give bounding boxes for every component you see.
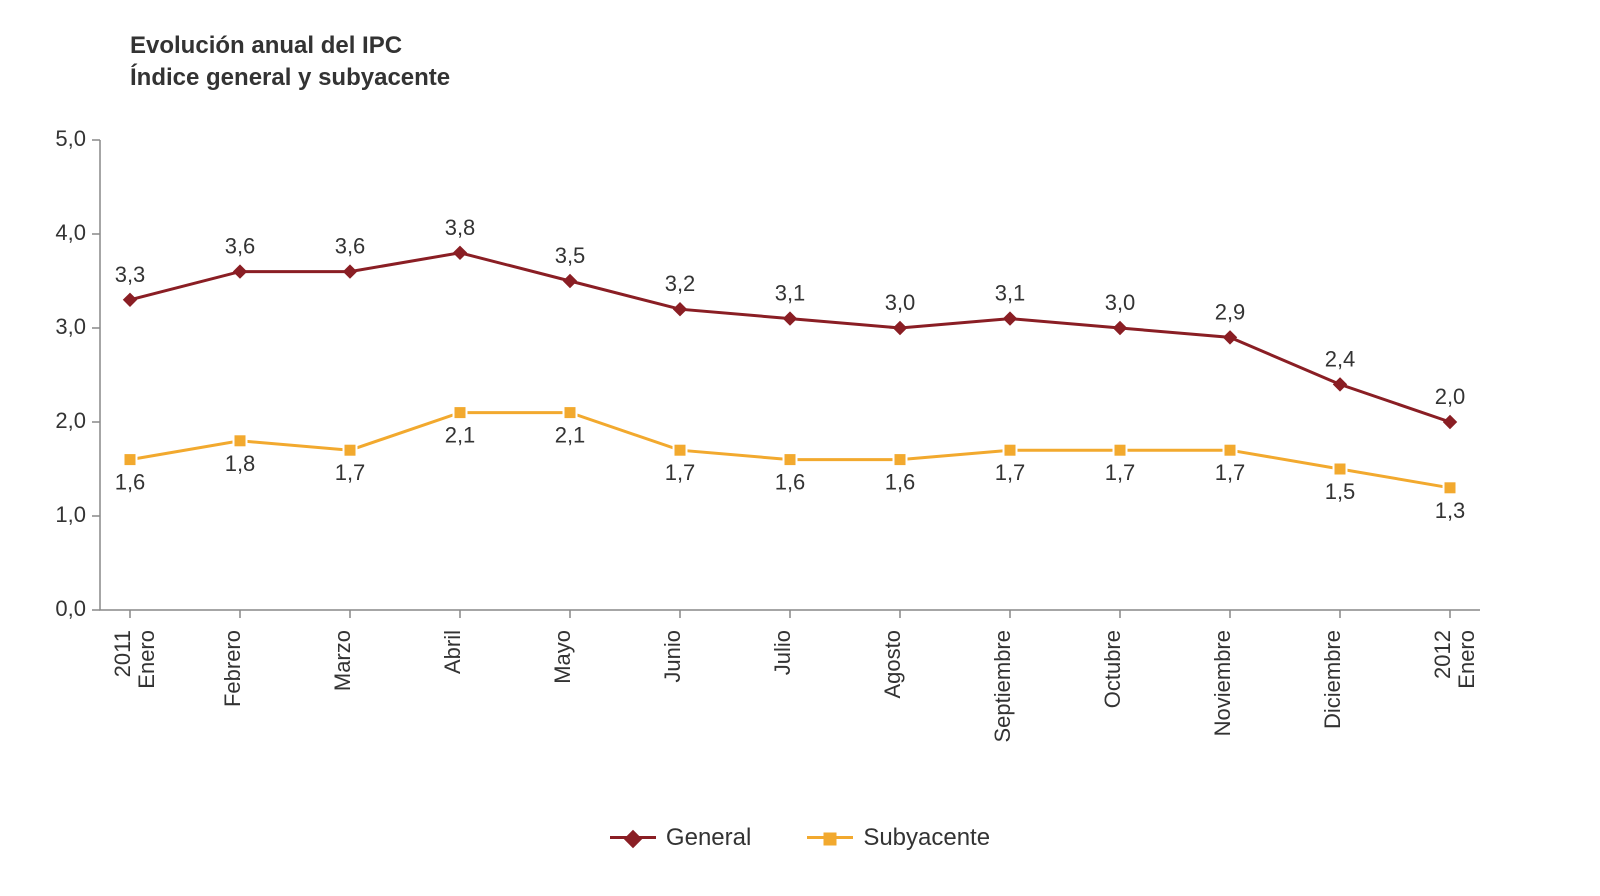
x-tick-label: Diciembre [1320, 630, 1345, 729]
value-label: 1,6 [885, 470, 916, 495]
line-chart: 0,0 1,0 2,0 3,0 4,0 5,0 2011Enero Febrero Marzo A… [30, 100, 1520, 810]
series-marker-square [124, 453, 137, 466]
x-tick-label: Mayo [550, 630, 575, 684]
series-marker-square [1004, 444, 1017, 457]
square-marker-icon [824, 833, 837, 846]
legend-item: Subyacente [807, 824, 990, 852]
x-tick-label: Junio [660, 630, 685, 683]
value-label: 3,0 [1105, 290, 1136, 315]
x-tick-label: Marzo [330, 630, 355, 691]
y-tick-label: 4,0 [55, 220, 86, 245]
series-marker-square [894, 453, 907, 466]
value-label: 3,1 [775, 281, 806, 306]
value-label: 2,4 [1325, 346, 1356, 371]
x-tick-label: Febrero [220, 630, 245, 707]
value-label: 2,0 [1435, 384, 1466, 409]
series-marker-square [1444, 481, 1457, 494]
series-marker-square [674, 444, 687, 457]
y-tick-label: 3,0 [55, 314, 86, 339]
legend: General Subyacente [0, 818, 1600, 852]
series-marker-diamond [234, 265, 247, 278]
x-tick-label: Septiembre [990, 630, 1015, 743]
series-marker-square [344, 444, 357, 457]
value-label: 1,7 [1215, 460, 1246, 485]
series-marker-diamond [1004, 312, 1017, 325]
series-marker-diamond [454, 246, 467, 259]
value-label: 3,8 [445, 215, 476, 240]
x-tick-label: Noviembre [1210, 630, 1235, 736]
x-tick-label: Agosto [880, 630, 905, 699]
chart-container: { "title": { "line1": "Evolución anual d… [0, 0, 1600, 896]
x-tick-label: 2012Enero [1430, 630, 1479, 689]
y-tick-label: 5,0 [55, 126, 86, 151]
value-label: 1,6 [115, 470, 146, 495]
chart-title: Evolución anual del IPC Índice general y… [130, 30, 450, 95]
series-marker-square [234, 434, 247, 447]
series-marker-diamond [1224, 331, 1237, 344]
value-label: 3,6 [335, 234, 366, 259]
series-marker-square [784, 453, 797, 466]
x-tick-label: Octubre [1100, 630, 1125, 708]
value-label: 3,1 [995, 281, 1026, 306]
series-marker-diamond [674, 303, 687, 316]
series-line [130, 253, 1450, 422]
value-label: 3,2 [665, 271, 696, 296]
series-marker-square [564, 406, 577, 419]
series-marker-square [1334, 463, 1347, 476]
value-label: 1,5 [1325, 479, 1356, 504]
series-marker-diamond [894, 322, 907, 335]
value-label: 3,3 [115, 262, 146, 287]
value-label: 1,7 [665, 460, 696, 485]
legend-label: General [666, 824, 751, 852]
series-marker-square [1114, 444, 1127, 457]
diamond-marker-icon [624, 830, 642, 848]
legend-item: General [610, 824, 751, 852]
series-marker-square [454, 406, 467, 419]
value-label: 1,7 [995, 460, 1026, 485]
value-label: 1,6 [775, 470, 806, 495]
y-tick-label: 0,0 [55, 596, 86, 621]
series-marker-square [1224, 444, 1237, 457]
legend-line [807, 836, 853, 839]
value-label: 1,3 [1435, 498, 1466, 523]
legend-label: Subyacente [863, 824, 990, 852]
value-label: 2,1 [445, 423, 476, 448]
chart-title-line2: Índice general y subyacente [130, 64, 450, 91]
value-label: 1,7 [335, 460, 366, 485]
value-label: 2,1 [555, 423, 586, 448]
value-label: 1,8 [225, 451, 256, 476]
y-tick-label: 1,0 [55, 502, 86, 527]
x-tick-label: Abril [440, 630, 465, 674]
x-tick-label: 2011Enero [110, 630, 159, 689]
value-label: 2,9 [1215, 299, 1246, 324]
series-marker-diamond [124, 293, 137, 306]
series-marker-diamond [564, 275, 577, 288]
x-tick-label: Julio [770, 630, 795, 675]
y-tick-label: 2,0 [55, 408, 86, 433]
series-marker-diamond [784, 312, 797, 325]
chart-title-line1: Evolución anual del IPC [130, 32, 402, 59]
series-marker-diamond [1114, 322, 1127, 335]
series-marker-diamond [344, 265, 357, 278]
value-label: 3,6 [225, 234, 256, 259]
value-label: 1,7 [1105, 460, 1136, 485]
series-marker-diamond [1444, 416, 1457, 429]
series-marker-diamond [1334, 378, 1347, 391]
legend-line [610, 836, 656, 839]
value-label: 3,0 [885, 290, 916, 315]
value-label: 3,5 [555, 243, 586, 268]
